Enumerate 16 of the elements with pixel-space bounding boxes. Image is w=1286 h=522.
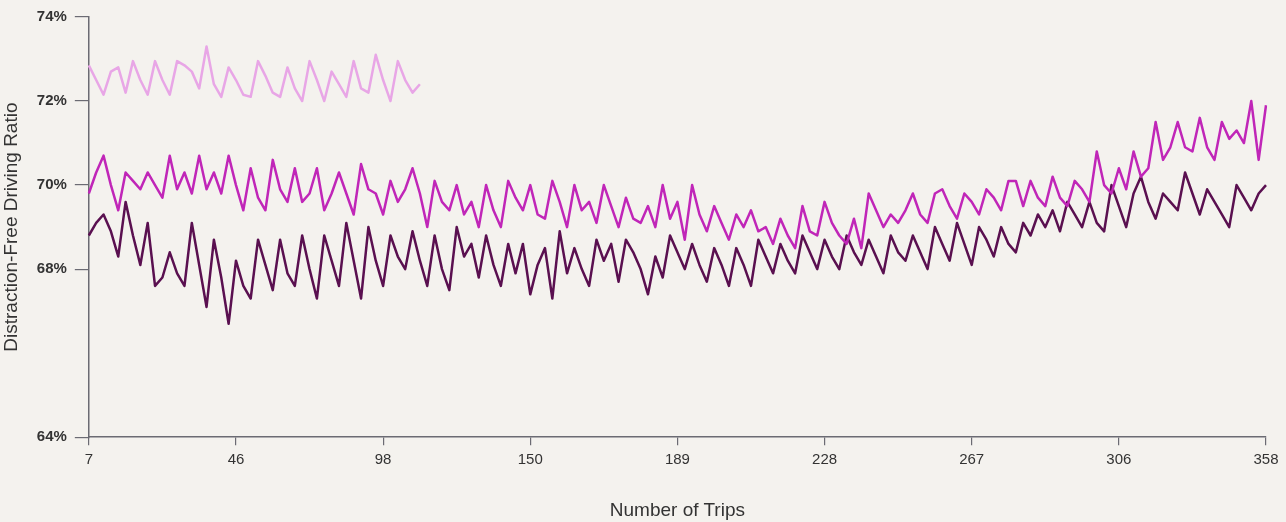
y-tick-label: 70% (36, 175, 67, 193)
x-tick-label: 358 (1253, 450, 1279, 468)
x-tick-label: 228 (812, 450, 838, 468)
x-tick-label: 189 (664, 450, 690, 468)
x-axis-title: Number of Trips (609, 498, 745, 520)
y-tick-label: 72% (36, 91, 67, 109)
x-tick-label: 7 (84, 450, 93, 468)
x-tick-label: 150 (517, 450, 543, 468)
x-tick-label: 306 (1106, 450, 1132, 468)
y-tick-label: 68% (36, 259, 67, 277)
y-tick-label: 64% (36, 427, 67, 445)
x-tick-label: 98 (374, 450, 392, 468)
x-tick-label: 267 (959, 450, 985, 468)
y-tick-label: 74% (36, 7, 67, 25)
x-tick-label: 46 (227, 450, 245, 468)
y-axis-title: Distraction-Free Driving Ratio (0, 102, 21, 352)
